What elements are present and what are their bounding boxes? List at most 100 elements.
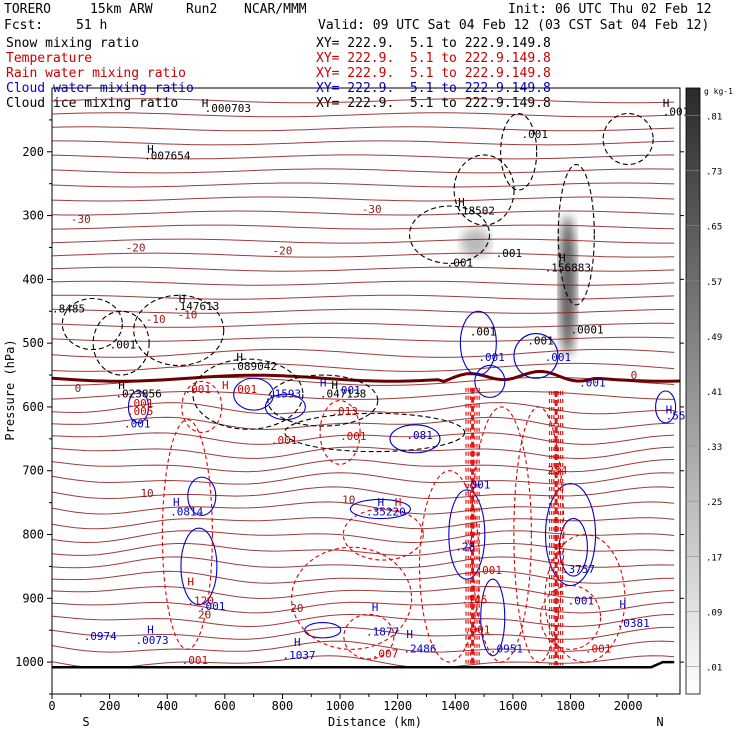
max-marker: H bbox=[173, 496, 180, 509]
contour-value-label: .18502 bbox=[455, 204, 495, 217]
legend-cloudice-label: Cloud ice mixing ratio bbox=[6, 96, 179, 111]
contour-value-label: .081 bbox=[406, 429, 433, 442]
contour-blob-18 bbox=[448, 489, 486, 580]
isotherm-label: 10 bbox=[342, 493, 355, 506]
title-grid: 15km ARW bbox=[90, 2, 153, 17]
colorbar-tick-label: .73 bbox=[706, 168, 722, 178]
isotherm-line bbox=[51, 126, 675, 132]
contour-value-label: .000703 bbox=[205, 102, 251, 115]
x-tick-label: 1600 bbox=[498, 699, 527, 713]
contour-value-label: .001 bbox=[185, 383, 212, 396]
colorbar-tick-label: .09 bbox=[706, 608, 722, 618]
legend-cloudice-xy: XY= 222.9. 5.1 to 222.9.149.8 bbox=[316, 96, 551, 111]
y-tick-label: 500 bbox=[22, 336, 44, 350]
freezing-level-line bbox=[51, 369, 681, 383]
isotherm-label: -30 bbox=[71, 213, 91, 226]
max-marker: H bbox=[118, 379, 125, 392]
isotherm-label: 10 bbox=[140, 487, 153, 500]
isotherm-line bbox=[51, 210, 675, 216]
contour-value-label: .007654 bbox=[144, 149, 191, 162]
contour-value-label: .001 bbox=[110, 338, 137, 351]
max-marker: H bbox=[406, 628, 413, 641]
contour-value-label: .28 bbox=[455, 540, 475, 553]
contour-blob-32 bbox=[470, 406, 532, 663]
isotherm-line bbox=[51, 530, 675, 544]
max-marker: H bbox=[331, 379, 338, 392]
isotherm-label: 0 bbox=[75, 382, 82, 395]
contour-value-label: .156883 bbox=[545, 262, 591, 275]
max-marker: H bbox=[458, 196, 465, 209]
contour-blob-34 bbox=[544, 533, 626, 663]
isotherm-label: -30 bbox=[362, 203, 382, 216]
legend-snow-label: Snow mixing ratio bbox=[6, 36, 140, 51]
contour-blob-5 bbox=[133, 294, 225, 367]
contour-blob-3 bbox=[602, 112, 654, 166]
contour-value-label: .55 bbox=[666, 410, 686, 423]
isotherm-line bbox=[51, 238, 675, 244]
contour-value-label: .007 bbox=[372, 648, 399, 661]
x-tick-label: 600 bbox=[214, 699, 236, 713]
max-marker: H bbox=[222, 379, 229, 392]
contour-blob-8 bbox=[192, 358, 304, 430]
contour-blob-6 bbox=[61, 297, 123, 351]
isotherm-line bbox=[51, 280, 675, 286]
colorbar bbox=[685, 87, 701, 695]
contour-value-label: .120 bbox=[187, 595, 214, 608]
title-center: NCAR/MMM bbox=[244, 2, 307, 17]
ground-surface-line bbox=[52, 660, 675, 669]
contour-value-label: .001 bbox=[522, 128, 549, 141]
x-tick-label: 1400 bbox=[441, 699, 470, 713]
contour-value-label: .001 bbox=[231, 383, 258, 396]
isotherm-line bbox=[51, 348, 675, 358]
max-marker: H bbox=[666, 403, 673, 416]
colorbar-tick-label: .65 bbox=[706, 223, 722, 233]
contour-blob-21 bbox=[558, 518, 588, 577]
isotherm-line bbox=[51, 308, 675, 314]
contour-value-label: .001 bbox=[527, 334, 554, 347]
contour-blob-33 bbox=[513, 406, 565, 663]
contour-blob-25 bbox=[304, 622, 342, 639]
contour-value-label: .047138 bbox=[320, 387, 366, 400]
contour-blob-22 bbox=[187, 476, 217, 516]
contour-value-label: .001 bbox=[475, 564, 502, 577]
isotherm-line bbox=[51, 432, 675, 445]
isotherm-line bbox=[51, 613, 675, 628]
north-label: N bbox=[656, 715, 663, 729]
snow-shading-0 bbox=[460, 228, 491, 258]
y-tick-label: 200 bbox=[22, 145, 44, 159]
max-marker: H bbox=[147, 623, 154, 636]
isotherm-line bbox=[51, 336, 675, 342]
y-tick-label: 400 bbox=[22, 272, 44, 286]
isotherm-line bbox=[51, 459, 675, 473]
isotherm-line bbox=[51, 486, 675, 500]
isotherm-label: 20 bbox=[290, 602, 303, 615]
isotherm-line bbox=[51, 601, 675, 614]
isotherm-line bbox=[51, 585, 675, 600]
legend-rain-xy: XY= 222.9. 5.1 to 222.9.149.8 bbox=[316, 66, 551, 81]
contour-blob-14 bbox=[389, 424, 441, 454]
max-marker: H bbox=[202, 97, 209, 110]
contour-value-label: .005 bbox=[127, 405, 153, 418]
plot-frame bbox=[51, 87, 681, 695]
contour-blob-30 bbox=[343, 613, 395, 660]
contour-value-label: .001 bbox=[478, 351, 505, 364]
contour-value-label: .1037 bbox=[282, 649, 315, 662]
contour-value-label: .001 bbox=[464, 479, 491, 492]
title-model: TORERO bbox=[4, 2, 51, 17]
isotherm-line bbox=[51, 626, 675, 640]
isotherm-line bbox=[51, 542, 675, 557]
colorbar-tick-label: .41 bbox=[706, 388, 722, 398]
contour-value-label: .0951 bbox=[490, 643, 523, 656]
contour-value-label: .0381 bbox=[617, 617, 650, 630]
legend-rain-label: Rain water mixing ratio bbox=[6, 66, 187, 81]
isotherm-label: -20 bbox=[126, 241, 146, 254]
isotherm-label: 0 bbox=[631, 369, 638, 382]
isotherm-line bbox=[51, 472, 675, 485]
max-marker: H bbox=[236, 351, 243, 364]
isotherm-label: 20 bbox=[198, 608, 211, 621]
contour-value-label: .001 bbox=[579, 377, 606, 390]
max-marker: H bbox=[663, 97, 670, 110]
contour-blob-23 bbox=[180, 527, 218, 606]
contour-value-label: .8485 bbox=[52, 303, 85, 316]
max-marker: H bbox=[395, 496, 402, 509]
